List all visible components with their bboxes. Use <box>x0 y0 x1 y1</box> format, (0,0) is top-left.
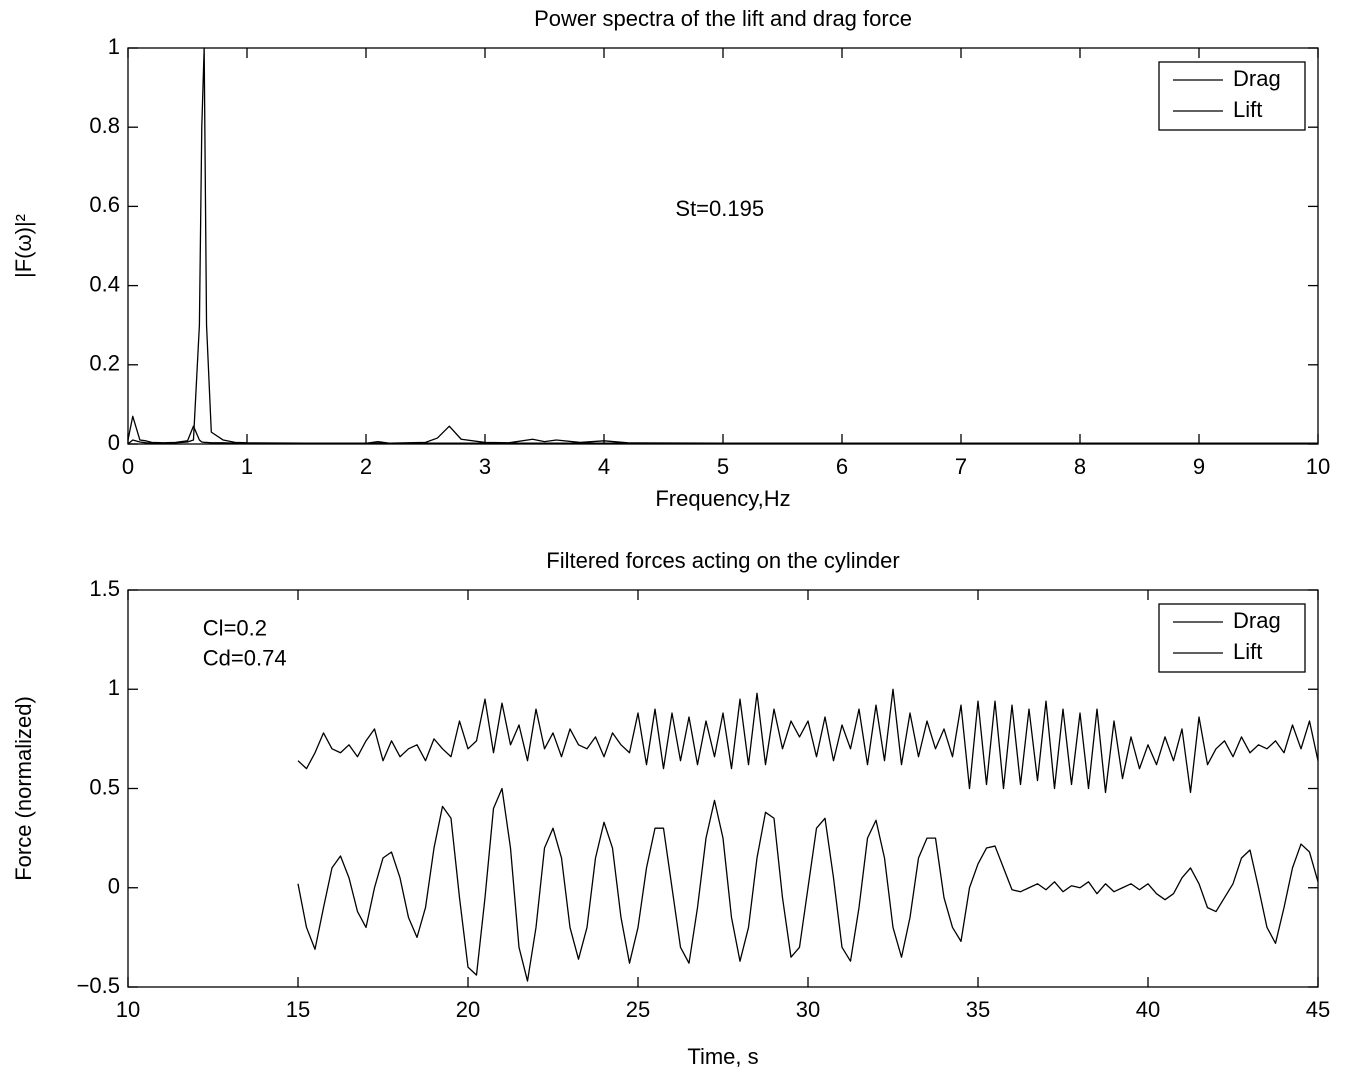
x-tick-label: 7 <box>955 454 967 479</box>
y-tick-label: 0.2 <box>89 351 120 376</box>
x-tick-label: 6 <box>836 454 848 479</box>
x-tick-label: 45 <box>1306 997 1330 1022</box>
x-tick-label: 4 <box>598 454 610 479</box>
x-axis-label: Time, s <box>687 1044 758 1069</box>
y-tick-label: 0.8 <box>89 113 120 138</box>
x-tick-label: 10 <box>116 997 140 1022</box>
annotation: St=0.195 <box>675 196 764 221</box>
y-tick-label: −0.5 <box>77 973 120 998</box>
x-tick-label: 5 <box>717 454 729 479</box>
legend-box <box>1158 61 1306 131</box>
annotation: Cl=0.2 <box>203 616 267 641</box>
y-axis-label: Force (normalized) <box>11 696 36 881</box>
x-axis-label: Frequency,Hz <box>655 486 790 511</box>
legend-label: Drag <box>1233 66 1281 91</box>
x-tick-label: 8 <box>1074 454 1086 479</box>
y-tick-label: 0.4 <box>89 271 120 296</box>
annotation: Cd=0.74 <box>203 645 287 670</box>
x-tick-label: 20 <box>456 997 480 1022</box>
legend-label: Drag <box>1233 608 1281 633</box>
x-tick-label: 0 <box>122 454 134 479</box>
line-series <box>297 787 1319 982</box>
chart-title: Power spectra of the lift and drag force <box>534 6 912 31</box>
legend-box <box>1158 603 1306 673</box>
axes-box <box>127 47 1319 445</box>
x-tick-label: 35 <box>966 997 990 1022</box>
y-tick-label: 1 <box>108 675 120 700</box>
x-tick-label: 2 <box>360 454 372 479</box>
x-tick-label: 15 <box>286 997 310 1022</box>
y-tick-label: 1.5 <box>89 576 120 601</box>
y-tick-label: 0.6 <box>89 192 120 217</box>
chart-title: Filtered forces acting on the cylinder <box>546 548 899 573</box>
x-tick-label: 3 <box>479 454 491 479</box>
y-tick-label: 0 <box>108 874 120 899</box>
y-tick-label: 0.5 <box>89 774 120 799</box>
legend-label: Lift <box>1233 97 1262 122</box>
line-series <box>297 688 1319 794</box>
line-series <box>127 47 1318 445</box>
x-tick-label: 1 <box>241 454 253 479</box>
y-tick-label: 1 <box>108 34 120 59</box>
y-axis-label: |F(ω)|² <box>11 214 36 278</box>
x-tick-label: 40 <box>1136 997 1160 1022</box>
x-tick-label: 10 <box>1306 454 1330 479</box>
x-tick-label: 25 <box>626 997 650 1022</box>
line-series <box>127 415 1318 444</box>
x-tick-label: 9 <box>1193 454 1205 479</box>
x-tick-label: 30 <box>796 997 820 1022</box>
legend-label: Lift <box>1233 639 1262 664</box>
y-tick-label: 0 <box>108 430 120 455</box>
